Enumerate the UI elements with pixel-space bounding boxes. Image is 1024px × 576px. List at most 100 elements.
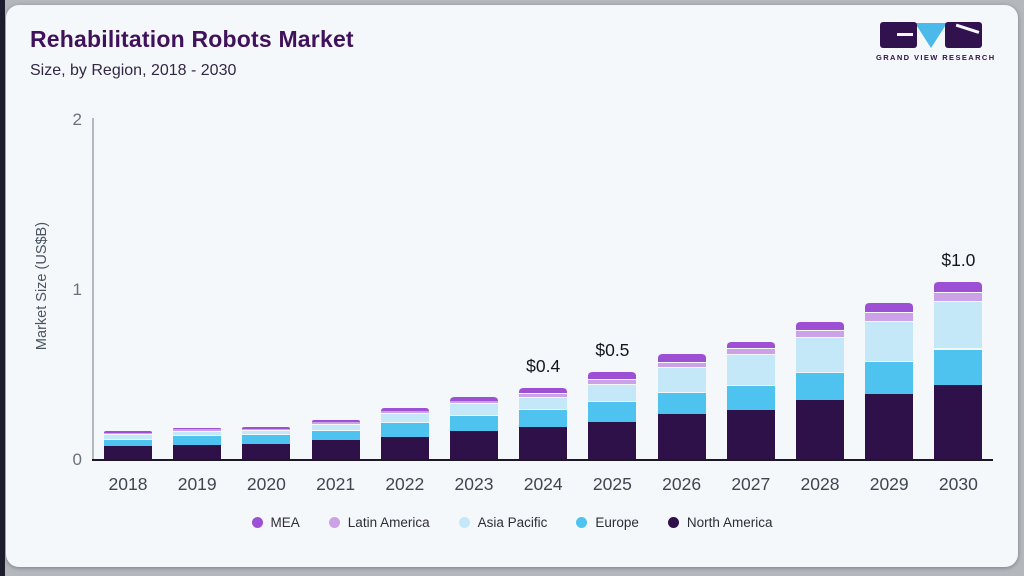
x-axis-year-label: 2030 [938,474,978,494]
bar-segment-latin-america[interactable] [104,432,152,435]
x-axis-year-label: 2028 [800,474,840,494]
bar-segment-europe[interactable] [450,414,498,432]
bar-segment-latin-america[interactable] [242,428,291,431]
bar-segment-north-america[interactable] [173,444,222,459]
bar-segment-mea[interactable] [450,396,498,401]
bar-value-label: $1.0 [941,250,976,271]
legend-item-north-america[interactable]: North America [667,515,773,530]
bar-segment-latin-america[interactable] [726,348,775,355]
legend-swatch-icon [458,517,470,528]
bar-segment-north-america[interactable] [104,446,152,459]
logo-r-block-icon [945,22,982,48]
bar-segment-mea[interactable] [865,301,914,312]
bar-segment-asia-pacific[interactable] [173,430,222,436]
bar-segment-europe[interactable] [657,391,706,415]
gvr-logo: GRAND VIEW RESEARCH [876,20,996,62]
bar-segment-europe[interactable] [242,433,291,445]
bar-segment-europe[interactable] [865,361,914,394]
bar-segment-mea[interactable] [242,426,291,429]
bar-segment-north-america[interactable] [380,436,429,459]
bar-segment-asia-pacific[interactable] [450,403,498,415]
legend-swatch-icon [328,517,340,528]
bar-segment-asia-pacific[interactable] [242,430,291,434]
bar-segment-europe[interactable] [726,384,775,410]
bar-segment-north-america[interactable] [934,385,983,459]
bar-segment-europe[interactable] [796,371,844,401]
bar-segment-mea[interactable] [104,431,152,433]
legend-label: North America [686,515,773,530]
bar-segment-asia-pacific[interactable] [380,413,429,423]
gvr-logo-mark [876,20,986,50]
bar-segment-mea[interactable] [934,281,983,292]
bar-segment-latin-america[interactable] [796,329,844,338]
bar-segment-europe[interactable] [173,435,222,445]
bar-segment-latin-america[interactable] [380,411,429,414]
bar-segment-asia-pacific[interactable] [657,367,706,392]
bar-segment-asia-pacific[interactable] [865,321,914,362]
legend-label: Asia Pacific [477,515,548,530]
bar-segment-mea[interactable] [519,386,568,393]
chart-card [6,5,1018,567]
bar-segment-mea[interactable] [657,353,706,362]
legend-label: Europe [595,515,639,530]
bar-segment-asia-pacific[interactable] [519,396,568,409]
bar-segment-north-america[interactable] [796,400,844,459]
x-axis-year-label: 2019 [177,474,217,494]
bar-segment-asia-pacific[interactable] [311,424,360,431]
page-title: Rehabilitation Robots Market [30,26,354,52]
bar-segment-europe[interactable] [104,438,152,447]
x-axis-line [92,458,993,461]
chart-legend: MEA Latin America Asia Pacific Europe North … [0,515,1024,530]
bar-segment-north-america[interactable] [519,426,568,459]
bar-segment-north-america[interactable] [450,431,498,459]
bar-segment-europe[interactable] [380,422,429,437]
legend-label: Latin America [347,515,430,530]
x-axis-year-label: 2025 [592,474,632,494]
bar-segment-latin-america[interactable] [588,379,637,385]
y-axis-line [92,118,94,460]
bar-segment-latin-america[interactable] [450,400,498,404]
bar-segment-europe[interactable] [519,408,568,427]
bar-segment-latin-america[interactable] [934,291,983,301]
bar-segment-mea[interactable] [311,420,360,423]
legend-item-europe[interactable]: Europe [576,515,639,530]
bar-segment-europe[interactable] [934,348,983,386]
bar-segment-mea[interactable] [588,371,637,380]
bar-segment-asia-pacific[interactable] [796,337,844,372]
bar-segment-europe[interactable] [311,430,360,441]
y-tick-label: 1 [72,280,82,299]
x-axis-year-label: 2023 [454,474,494,494]
bar-segment-north-america[interactable] [657,414,706,459]
bar-segment-north-america[interactable] [865,393,914,459]
legend-swatch-icon [251,517,263,528]
bar-segment-asia-pacific[interactable] [726,354,775,385]
x-axis-year-label: 2029 [869,474,909,494]
bar-segment-north-america[interactable] [726,409,775,459]
bar-segment-mea[interactable] [726,340,775,349]
bar-segment-mea[interactable] [796,321,844,330]
bar-segment-asia-pacific[interactable] [934,300,983,349]
y-tick-label: 0 [72,450,82,469]
logo-v-triangle-icon [915,22,947,48]
bar-segment-europe[interactable] [588,401,637,422]
legend-item-latin-america[interactable]: Latin America [328,515,430,530]
legend-item-mea[interactable]: MEA [251,515,300,530]
legend-label: MEA [270,515,300,530]
bar-segment-north-america[interactable] [311,440,360,459]
bar-segment-latin-america[interactable] [519,392,568,397]
bar-segment-north-america[interactable] [242,444,291,459]
bar-segment-asia-pacific[interactable] [588,384,637,402]
bar-segment-north-america[interactable] [588,421,637,459]
bar-segment-latin-america[interactable] [173,429,222,431]
bar-segment-mea[interactable] [380,408,429,412]
y-tick-label: 2 [72,110,82,129]
bar-segment-latin-america[interactable] [865,311,914,322]
bar-segment-asia-pacific[interactable] [104,434,152,439]
x-axis-year-label: 2022 [385,474,425,494]
bar-segment-mea[interactable] [173,427,222,430]
bar-value-label: $0.5 [595,340,630,361]
bar-segment-latin-america[interactable] [657,361,706,368]
legend-item-asia-pacific[interactable]: Asia Pacific [458,515,548,530]
bar-segment-latin-america[interactable] [311,422,360,425]
logo-caption: GRAND VIEW RESEARCH [876,53,996,62]
